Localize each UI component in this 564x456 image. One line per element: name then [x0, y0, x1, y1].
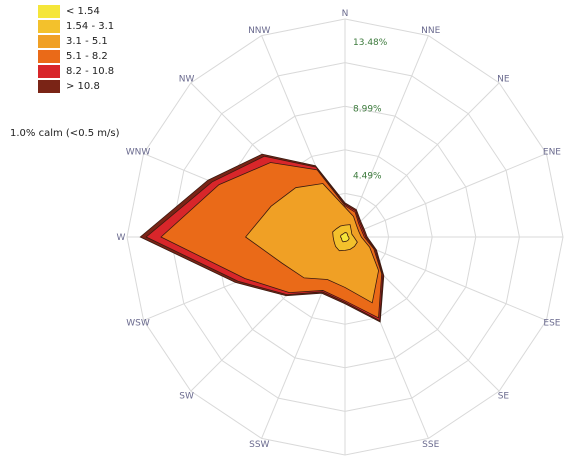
legend-swatch — [38, 64, 60, 78]
wind-band — [245, 183, 379, 304]
direction-label: NE — [497, 75, 510, 85]
direction-label: ENE — [543, 147, 561, 157]
grid-spoke — [344, 236, 547, 321]
legend-label: 8.2 - 10.8 — [66, 65, 115, 77]
ring-label: 8.99% — [353, 105, 382, 115]
direction-label: NNW — [248, 26, 270, 36]
ring-label: 13.48% — [353, 38, 388, 48]
ring-label: 4.49% — [353, 171, 382, 181]
direction-label: SSE — [422, 440, 439, 450]
direction-label: ESE — [543, 319, 560, 329]
legend-entry: < 1.54 — [10, 4, 160, 18]
direction-label: NNE — [421, 26, 440, 36]
legend-entry: 3.1 - 5.1 — [10, 34, 160, 48]
grid-spoke — [344, 35, 429, 238]
direction-label: SE — [498, 391, 510, 401]
grid-spoke — [344, 82, 500, 238]
direction-label: WNW — [126, 147, 151, 157]
legend-swatch — [38, 19, 60, 33]
legend-swatch — [38, 49, 60, 63]
direction-label: SSW — [249, 440, 269, 450]
legend-entry: 1.54 - 3.1 — [10, 19, 160, 33]
legend-entry: 8.2 - 10.8 — [10, 64, 160, 78]
legend-label: > 10.8 — [66, 80, 100, 92]
direction-label: SW — [179, 391, 194, 401]
legend-swatch — [38, 79, 60, 93]
legend-label: 3.1 - 5.1 — [66, 35, 108, 47]
legend-entry: > 10.8 — [10, 79, 160, 93]
legend-label: < 1.54 — [66, 5, 100, 17]
grid-spoke — [344, 153, 547, 238]
legend-swatch — [38, 34, 60, 48]
direction-label: N — [342, 9, 349, 19]
legend-label: 1.54 - 3.1 — [66, 20, 115, 32]
legend-entry: 5.1 - 8.2 — [10, 49, 160, 63]
legend: < 1.54 1.54 - 3.1 3.1 - 5.1 5.1 - 8.2 8.… — [10, 4, 160, 94]
wind-band — [340, 232, 350, 243]
direction-label: WSW — [126, 319, 150, 329]
calm-text: 1.0% calm (<0.5 m/s) — [10, 128, 120, 139]
direction-label: NW — [179, 75, 195, 85]
direction-label: W — [117, 233, 126, 243]
legend-swatch — [38, 4, 60, 18]
legend-label: 5.1 - 8.2 — [66, 50, 108, 62]
